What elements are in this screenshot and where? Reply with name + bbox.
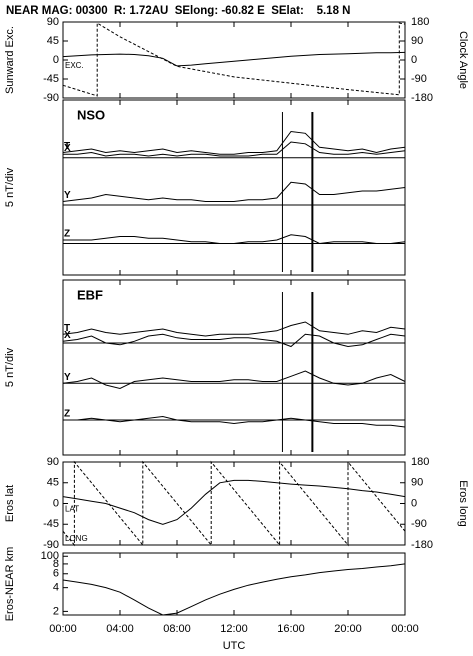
trace-label: Z	[64, 409, 70, 420]
trace	[62, 563, 406, 616]
x-axis-label: UTC	[223, 640, 246, 652]
y2-tick-label: 0	[411, 54, 417, 66]
y2-tick-label: -90	[411, 73, 427, 85]
y-tick-label: -90	[43, 539, 59, 551]
trace	[62, 181, 406, 202]
x-tick-label: 08:00	[163, 623, 191, 635]
trace-label: T	[64, 141, 70, 152]
trace	[62, 22, 406, 97]
y-tick-label: -90	[43, 92, 59, 104]
x-tick-label: 16:00	[277, 623, 305, 635]
x-tick-label: 00:00	[391, 623, 419, 635]
y2-tick-label: 180	[411, 456, 429, 468]
plot-frame	[62, 552, 406, 616]
y2-tick-label: -180	[411, 92, 433, 104]
plot-frame	[62, 99, 406, 276]
trace	[62, 370, 406, 390]
x-tick-label: 12:00	[220, 623, 248, 635]
y2-axis-label: Clock Angle	[457, 31, 469, 89]
trace	[62, 479, 406, 525]
y-tick-label: -45	[43, 73, 59, 85]
y-tick-label: 45	[47, 477, 59, 489]
annotation: LAT	[65, 505, 79, 514]
y-tick-label: 45	[47, 35, 59, 47]
trace	[63, 415, 406, 428]
trace	[63, 141, 406, 157]
trace	[62, 51, 406, 67]
y-tick-label: 8	[53, 558, 59, 570]
y2-tick-label: 90	[411, 35, 423, 47]
trace	[62, 460, 406, 547]
y-tick-label: 0	[53, 54, 59, 66]
panel-label: EBF	[77, 287, 103, 302]
x-tick-label: 20:00	[334, 623, 362, 635]
y-tick-label: 100	[41, 550, 59, 562]
y2-axis-label: Eros long	[457, 480, 469, 526]
trace-label: Y	[64, 190, 71, 201]
x-tick-label: 00:00	[49, 623, 77, 635]
y-tick-label: 4	[53, 582, 59, 594]
y-tick-label: 2	[53, 605, 59, 617]
trace-label: X	[64, 143, 71, 154]
trace-label: T	[64, 323, 70, 334]
annotation: EXC.	[65, 61, 84, 70]
plot-frame	[62, 461, 406, 546]
y2-tick-label: 0	[411, 497, 417, 509]
trace-label: X	[64, 330, 71, 341]
y-tick-label: 0	[53, 497, 59, 509]
y2-tick-label: -180	[411, 539, 433, 551]
y-tick-label: 6	[53, 568, 59, 580]
y-tick-label: 90	[47, 456, 59, 468]
trace-label: Z	[64, 229, 70, 240]
annotation: LONG	[65, 534, 88, 543]
plot-frame	[62, 279, 406, 456]
y-axis-label: Eros lat	[4, 485, 16, 522]
panel-label: NSO	[77, 107, 105, 122]
figure-title: NEAR MAG: 00300 R: 1.72AU SElong: -60.82…	[6, 5, 350, 17]
y2-tick-label: 90	[411, 477, 423, 489]
y-axis-label: 5 nT/div	[4, 167, 16, 207]
plot-frame	[62, 21, 406, 99]
y-tick-label: 90	[47, 16, 59, 28]
trace	[62, 321, 406, 337]
y-axis-label: Eros-NEAR km	[4, 547, 16, 622]
trace	[62, 130, 406, 155]
trace	[63, 234, 406, 245]
trace	[62, 333, 406, 348]
trace-label: Y	[64, 372, 71, 383]
y-tick-label: -45	[43, 518, 59, 530]
y-axis-label: Sunward Exc.	[4, 26, 16, 94]
y-axis-label: 5 nT/div	[4, 347, 16, 387]
y2-tick-label: 180	[411, 16, 429, 28]
y2-tick-label: -90	[411, 518, 427, 530]
x-tick-label: 04:00	[106, 623, 134, 635]
